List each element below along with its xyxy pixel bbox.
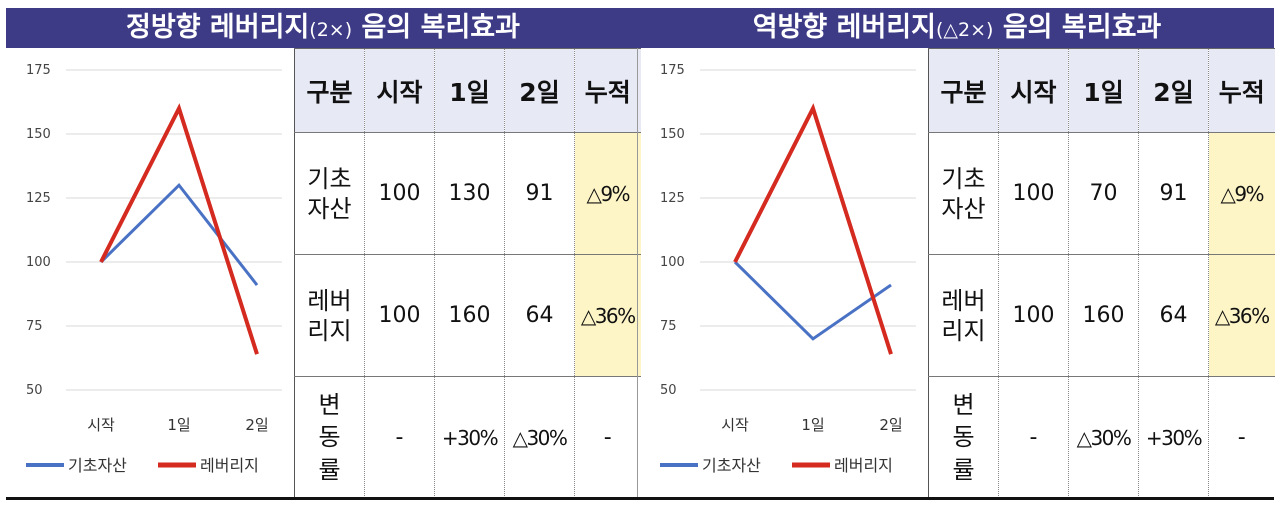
gridlines xyxy=(700,69,916,391)
header-category: 구분 xyxy=(928,48,999,133)
cell-cumulative: △36% xyxy=(1208,254,1275,377)
x-tick-label: 1일 xyxy=(167,416,190,434)
series-line-leverage xyxy=(733,103,893,355)
cell-day2: 64 xyxy=(504,254,575,377)
cell-cumulative: △9% xyxy=(1208,132,1275,255)
table-row: 레버 리지 100 160 64 △36% xyxy=(928,254,1275,377)
header-start: 시작 xyxy=(364,48,435,133)
y-tick-label: 175 xyxy=(660,63,685,78)
cell-start: 100 xyxy=(998,254,1069,377)
y-tick-label: 100 xyxy=(660,255,685,270)
right-data-table: 구분 시작 1일 2일 누적 기초 자산 100 70 91 △9% 레버 리지 1… xyxy=(928,48,1275,498)
row-label: 기초 자산 xyxy=(294,132,365,255)
header-day1: 1일 xyxy=(1068,48,1139,133)
y-tick-label: 125 xyxy=(26,191,51,206)
header-cumulative: 누적 xyxy=(1208,48,1275,133)
cell-start: 100 xyxy=(364,254,435,377)
legend-label: 기초자산 xyxy=(702,456,761,475)
row-label: 레버 리지 xyxy=(928,254,999,377)
left-panel: 정방향 레버리지(2×) 음의 복리효과 50 75 100 125 150 175 시작 1… xyxy=(6,0,641,500)
y-tick-label: 150 xyxy=(26,127,51,142)
table-row: 레버 리지 100 160 64 △36% xyxy=(294,254,641,377)
table-row: 기초 자산 100 70 91 △9% xyxy=(928,132,1275,255)
cell-day1: 160 xyxy=(434,254,505,377)
legend-label: 기초자산 xyxy=(68,456,127,475)
cell-day1: △30% xyxy=(1068,376,1139,498)
series-line-leverage xyxy=(99,103,259,355)
cell-day2: 64 xyxy=(1138,254,1209,377)
x-tick-label: 2일 xyxy=(879,416,902,434)
y-tick-label: 175 xyxy=(26,63,51,78)
header-cumulative: 누적 xyxy=(574,48,641,133)
cell-start: 100 xyxy=(364,132,435,255)
cell-day1: 160 xyxy=(1068,254,1139,377)
series-line-base-asset xyxy=(99,182,259,286)
cell-day2: +30% xyxy=(1138,376,1209,498)
y-tick-label: 50 xyxy=(660,383,677,398)
cell-cumulative: △9% xyxy=(574,132,641,255)
y-tick-label: 75 xyxy=(660,319,677,334)
cell-start: 100 xyxy=(998,132,1069,255)
y-tick-label: 100 xyxy=(26,255,51,270)
header-start: 시작 xyxy=(998,48,1069,133)
cell-cumulative: - xyxy=(603,425,612,450)
cell-day2: 91 xyxy=(504,132,575,255)
cell-cumulative: △36% xyxy=(574,254,641,377)
header-day2: 2일 xyxy=(504,48,575,133)
right-title: 역방향 레버리지(△2×) 음의 복리효과 xyxy=(640,8,1274,48)
x-tick-label: 2일 xyxy=(245,416,268,434)
legend-label: 레버리지 xyxy=(200,456,259,475)
cell-day1: 130 xyxy=(434,132,505,255)
x-tick-label: 시작 xyxy=(87,416,115,434)
right-panel: 역방향 레버리지(△2×) 음의 복리효과 50 75 100 125 150 175 시작… xyxy=(640,0,1275,500)
cell-start: - xyxy=(364,376,435,498)
row-label: 기초 자산 xyxy=(928,132,999,255)
row-label: 레버 리지 xyxy=(294,254,365,377)
y-tick-label: 50 xyxy=(26,383,43,398)
series-line-base-asset xyxy=(733,260,892,341)
header-day2: 2일 xyxy=(1138,48,1209,133)
table-row: 기초 자산 100 130 91 △9% xyxy=(294,132,641,255)
y-tick-label: 75 xyxy=(26,319,43,334)
x-tick-label: 1일 xyxy=(801,416,824,434)
left-data-table: 구분 시작 1일 2일 누적 기초 자산 100 130 91 △9% 레버 리지 … xyxy=(294,48,641,498)
cell-day1: +30% xyxy=(434,376,505,498)
cell-day2: △30% xyxy=(504,376,575,498)
left-title: 정방향 레버리지(2×) 음의 복리효과 xyxy=(6,8,640,48)
cell-start: - xyxy=(998,376,1069,498)
header-day1: 1일 xyxy=(434,48,505,133)
y-tick-label: 150 xyxy=(660,127,685,142)
legend-label: 레버리지 xyxy=(834,456,893,475)
cell-day2: 91 xyxy=(1138,132,1209,255)
bottom-rule xyxy=(6,497,1274,500)
x-tick-label: 시작 xyxy=(721,416,749,434)
panel-divider xyxy=(637,48,638,498)
cell-day1: 70 xyxy=(1068,132,1139,255)
header-category: 구분 xyxy=(294,48,365,133)
y-tick-label: 125 xyxy=(660,191,685,206)
cell-cumulative: - xyxy=(1237,425,1246,450)
